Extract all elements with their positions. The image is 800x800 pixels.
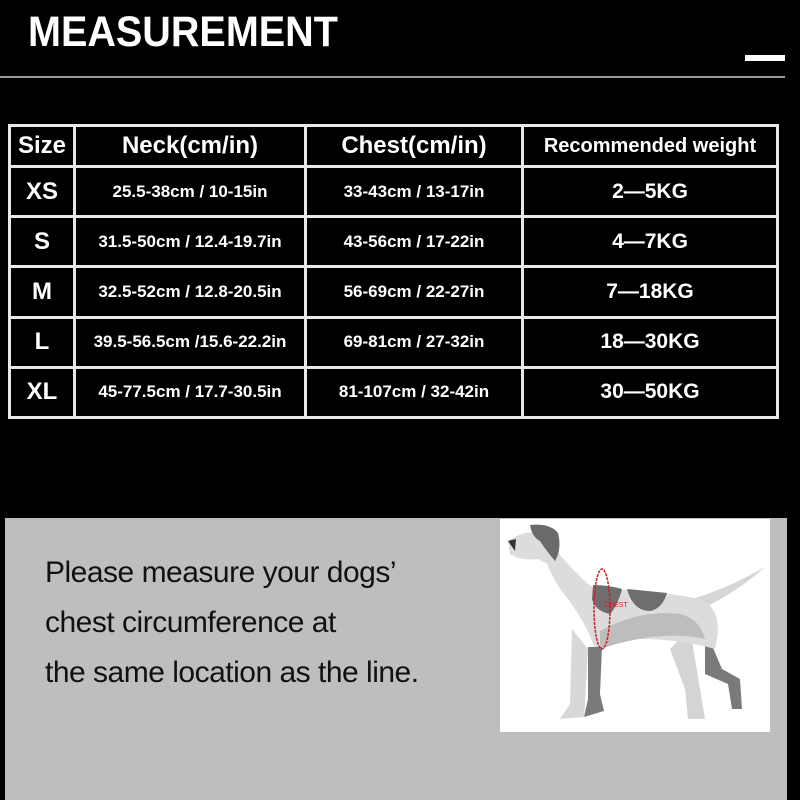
header-weight: Recommended weight: [524, 127, 776, 165]
page-title: MEASUREMENT: [28, 8, 338, 56]
instruction-line: Please measure your dogs’: [45, 556, 397, 589]
chest-cell: 33-43cm / 13-17in: [307, 168, 521, 216]
minimize-dash: [745, 55, 785, 61]
chest-cell: 69-81cm / 27-32in: [307, 318, 521, 366]
weight-cell: 2—5KG: [524, 168, 776, 216]
instruction-panel: Please measure your dogs’ chest circumfe…: [5, 518, 787, 800]
weight-cell: 18—30KG: [524, 318, 776, 366]
instruction-line: the same location as the line.: [45, 656, 419, 689]
chest-label: CHEST: [604, 602, 628, 609]
table-row: XL 45-77.5cm / 17.7-30.5in 81-107cm / 32…: [11, 368, 776, 416]
weight-cell: 30—50KG: [524, 368, 776, 416]
header-size: Size: [11, 127, 73, 165]
divider: [0, 76, 785, 78]
chest-cell: 56-69cm / 22-27in: [307, 268, 521, 316]
size-cell: XS: [11, 168, 73, 216]
size-chart-table: Size Neck(cm/in) Chest(cm/in) Recommende…: [8, 124, 779, 419]
dog-icon: CHEST: [508, 524, 765, 719]
table-row: XS 25.5-38cm / 10-15in 33-43cm / 13-17in…: [11, 168, 776, 216]
neck-cell: 45-77.5cm / 17.7-30.5in: [76, 368, 304, 416]
chest-cell: 81-107cm / 32-42in: [307, 368, 521, 416]
neck-cell: 25.5-38cm / 10-15in: [76, 168, 304, 216]
header-chest: Chest(cm/in): [307, 127, 521, 165]
neck-cell: 39.5-56.5cm /15.6-22.2in: [76, 318, 304, 366]
table-row: S 31.5-50cm / 12.4-19.7in 43-56cm / 17-2…: [11, 218, 776, 266]
chest-cell: 43-56cm / 17-22in: [307, 218, 521, 266]
dog-illustration: CHEST: [500, 519, 770, 732]
table-row: M 32.5-52cm / 12.8-20.5in 56-69cm / 22-2…: [11, 268, 776, 316]
neck-cell: 31.5-50cm / 12.4-19.7in: [76, 218, 304, 266]
header-neck: Neck(cm/in): [76, 127, 304, 165]
size-cell: L: [11, 318, 73, 366]
table-row: L 39.5-56.5cm /15.6-22.2in 69-81cm / 27-…: [11, 318, 776, 366]
table-header-row: Size Neck(cm/in) Chest(cm/in) Recommende…: [11, 127, 776, 165]
size-cell: XL: [11, 368, 73, 416]
weight-cell: 7—18KG: [524, 268, 776, 316]
instruction-line: chest circumference at: [45, 606, 336, 639]
size-cell: M: [11, 268, 73, 316]
instruction-text: Please measure your dogs’ chest circumfe…: [45, 548, 419, 698]
weight-cell: 4—7KG: [524, 218, 776, 266]
size-cell: S: [11, 218, 73, 266]
neck-cell: 32.5-52cm / 12.8-20.5in: [76, 268, 304, 316]
